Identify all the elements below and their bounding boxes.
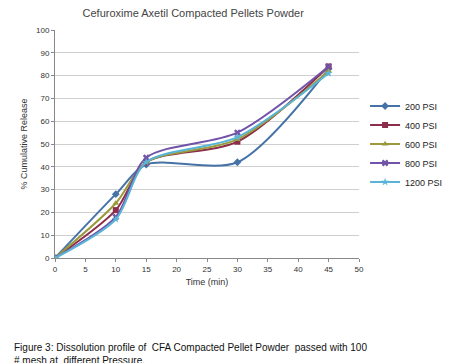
svg-text:Time (min): Time (min) (186, 277, 229, 287)
svg-text:30: 30 (40, 185, 49, 194)
svg-text:70: 70 (40, 94, 49, 103)
svg-text:60: 60 (40, 117, 49, 126)
svg-text:5: 5 (83, 265, 88, 274)
svg-text:200 PSI: 200 PSI (405, 102, 437, 112)
svg-text:50: 50 (355, 265, 364, 274)
svg-text:35: 35 (263, 265, 272, 274)
svg-text:Cefuroxime Axetil Compacted Pe: Cefuroxime Axetil Compacted Pellets Powd… (83, 7, 305, 19)
svg-text:20: 20 (40, 208, 49, 217)
svg-text:Figure 3: Dissolution profile: Figure 3: Dissolution profile of CFA Com… (14, 342, 367, 363)
svg-text:45: 45 (324, 265, 333, 274)
svg-text:% Cumulative Release: % Cumulative Release (19, 98, 29, 189)
svg-text:25: 25 (203, 265, 212, 274)
svg-text:40: 40 (294, 265, 303, 274)
svg-text:20: 20 (172, 265, 181, 274)
svg-text:800 PSI: 800 PSI (405, 159, 437, 169)
svg-text:10: 10 (40, 231, 49, 240)
svg-text:0: 0 (53, 265, 58, 274)
svg-text:600 PSI: 600 PSI (405, 140, 437, 150)
svg-text:100: 100 (36, 26, 50, 35)
svg-text:0: 0 (45, 254, 50, 263)
svg-text:400 PSI: 400 PSI (405, 121, 437, 131)
svg-text:40: 40 (40, 163, 49, 172)
svg-text:10: 10 (111, 265, 120, 274)
svg-text:80: 80 (40, 71, 49, 80)
svg-text:50: 50 (40, 140, 49, 149)
svg-text:30: 30 (233, 265, 242, 274)
svg-text:15: 15 (142, 265, 151, 274)
svg-text:1200 PSI: 1200 PSI (405, 178, 442, 188)
svg-text:90: 90 (40, 49, 49, 58)
